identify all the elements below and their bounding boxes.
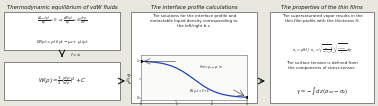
Bar xyxy=(5,12,119,50)
Text: Thermodynamic equilibrium of vdW fluids: Thermodynamic equilibrium of vdW fluids xyxy=(7,5,118,10)
Text: The surface tension is defined from
the components of stress-tensor:: The surface tension is defined from the … xyxy=(286,61,358,70)
Text: $W(\rho)=\rho(f(\rho)-\mu_v+\mu_L/\rho)$: $W(\rho)=\rho(f(\rho)-\mu_v+\mu_L/\rho)$ xyxy=(36,38,88,46)
Text: The supersaturated vapor results in the
thin film profile with the thickness H.: The supersaturated vapor results in the … xyxy=(282,14,363,23)
Text: The solutions for the interface profile and
metastable liquid density correspond: The solutions for the interface profile … xyxy=(150,14,238,28)
Y-axis label: $\rho^{(l)}(\tilde{\eta})$: $\rho^{(l)}(\tilde{\eta})$ xyxy=(126,71,136,84)
Text: $n_v=\rho(H_r)\;\;n_v=\sqrt{\frac{2\lambda}{W(n_v)}}\!\int_{n_v}\!\sqrt{\frac{2W: $n_v=\rho(H_r)\;\;n_v=\sqrt{\frac{2\lamb… xyxy=(291,42,352,56)
Text: $\frac{\partial\Omega_{vdW}(\rho)}{\partial\rho}=0\;\Rightarrow\;\frac{\partial : $\frac{\partial\Omega_{vdW}(\rho)}{\part… xyxy=(37,14,87,27)
Text: $f(n)=\rho_v-\rho_L/n$: $f(n)=\rho_v-\rho_L/n$ xyxy=(199,63,223,71)
Text: $f=\infty$: $f=\infty$ xyxy=(70,52,82,59)
Text: The properties of the thin films: The properties of the thin films xyxy=(281,5,363,10)
Text: $W(\rho)=\frac{1}{2}\left(\frac{d\rho}{dz}\right)^{\!2}+C$: $W(\rho)=\frac{1}{2}\left(\frac{d\rho}{d… xyxy=(38,75,86,87)
Bar xyxy=(131,12,257,103)
Bar xyxy=(270,12,374,103)
Text: $W(\rho_L)=C+k$: $W(\rho_L)=C+k$ xyxy=(189,87,211,95)
Bar xyxy=(5,62,119,100)
Text: $\gamma = -\int dz\,(\sigma_{xx}-\sigma_z)$: $\gamma = -\int dz\,(\sigma_{xx}-\sigma_… xyxy=(296,85,348,97)
Text: The interface profile calculations: The interface profile calculations xyxy=(151,5,237,10)
